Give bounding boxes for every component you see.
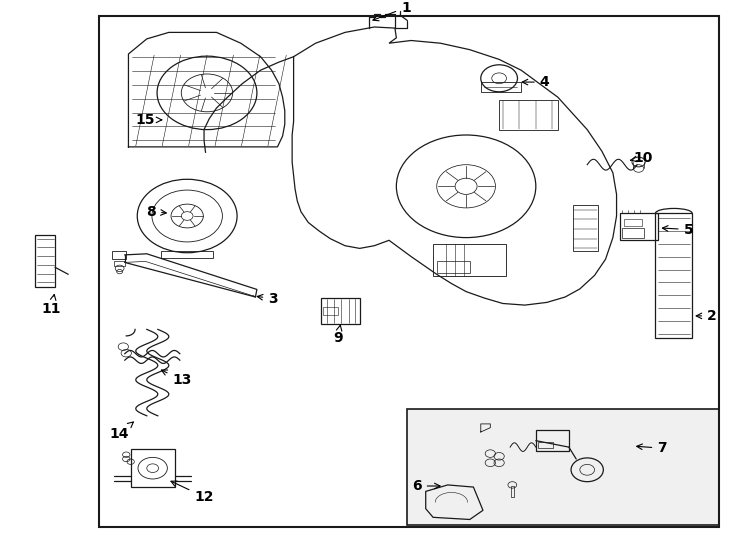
Text: 13: 13 [161, 370, 192, 387]
Text: 10: 10 [631, 151, 653, 165]
Text: 12: 12 [171, 481, 214, 504]
Text: 6: 6 [412, 479, 440, 493]
Bar [620, 213, 658, 240]
Bar [112, 251, 126, 259]
Bar [114, 261, 125, 266]
Text: 9: 9 [333, 325, 343, 345]
Bar [407, 409, 719, 525]
Text: 7: 7 [636, 441, 667, 455]
Bar [131, 449, 175, 487]
Text: 4: 4 [522, 75, 550, 89]
Bar [433, 244, 506, 276]
Text: 5: 5 [662, 222, 694, 237]
Text: 3: 3 [257, 292, 278, 306]
Bar [437, 261, 470, 273]
Bar [655, 213, 692, 338]
Bar [481, 82, 521, 92]
Bar [573, 205, 598, 251]
Text: 14: 14 [109, 422, 134, 441]
Text: 15: 15 [136, 113, 161, 127]
Bar [538, 442, 553, 448]
Bar [622, 228, 644, 238]
Text: 1: 1 [373, 1, 411, 21]
Bar [624, 219, 642, 226]
Bar [161, 251, 213, 258]
Bar [536, 430, 569, 451]
Text: 11: 11 [42, 294, 61, 316]
Text: 8: 8 [146, 205, 167, 219]
Bar [323, 307, 338, 315]
Text: 2: 2 [696, 309, 717, 323]
Bar [511, 486, 514, 497]
Bar [499, 100, 558, 130]
Bar [99, 16, 719, 526]
Bar [321, 298, 360, 324]
